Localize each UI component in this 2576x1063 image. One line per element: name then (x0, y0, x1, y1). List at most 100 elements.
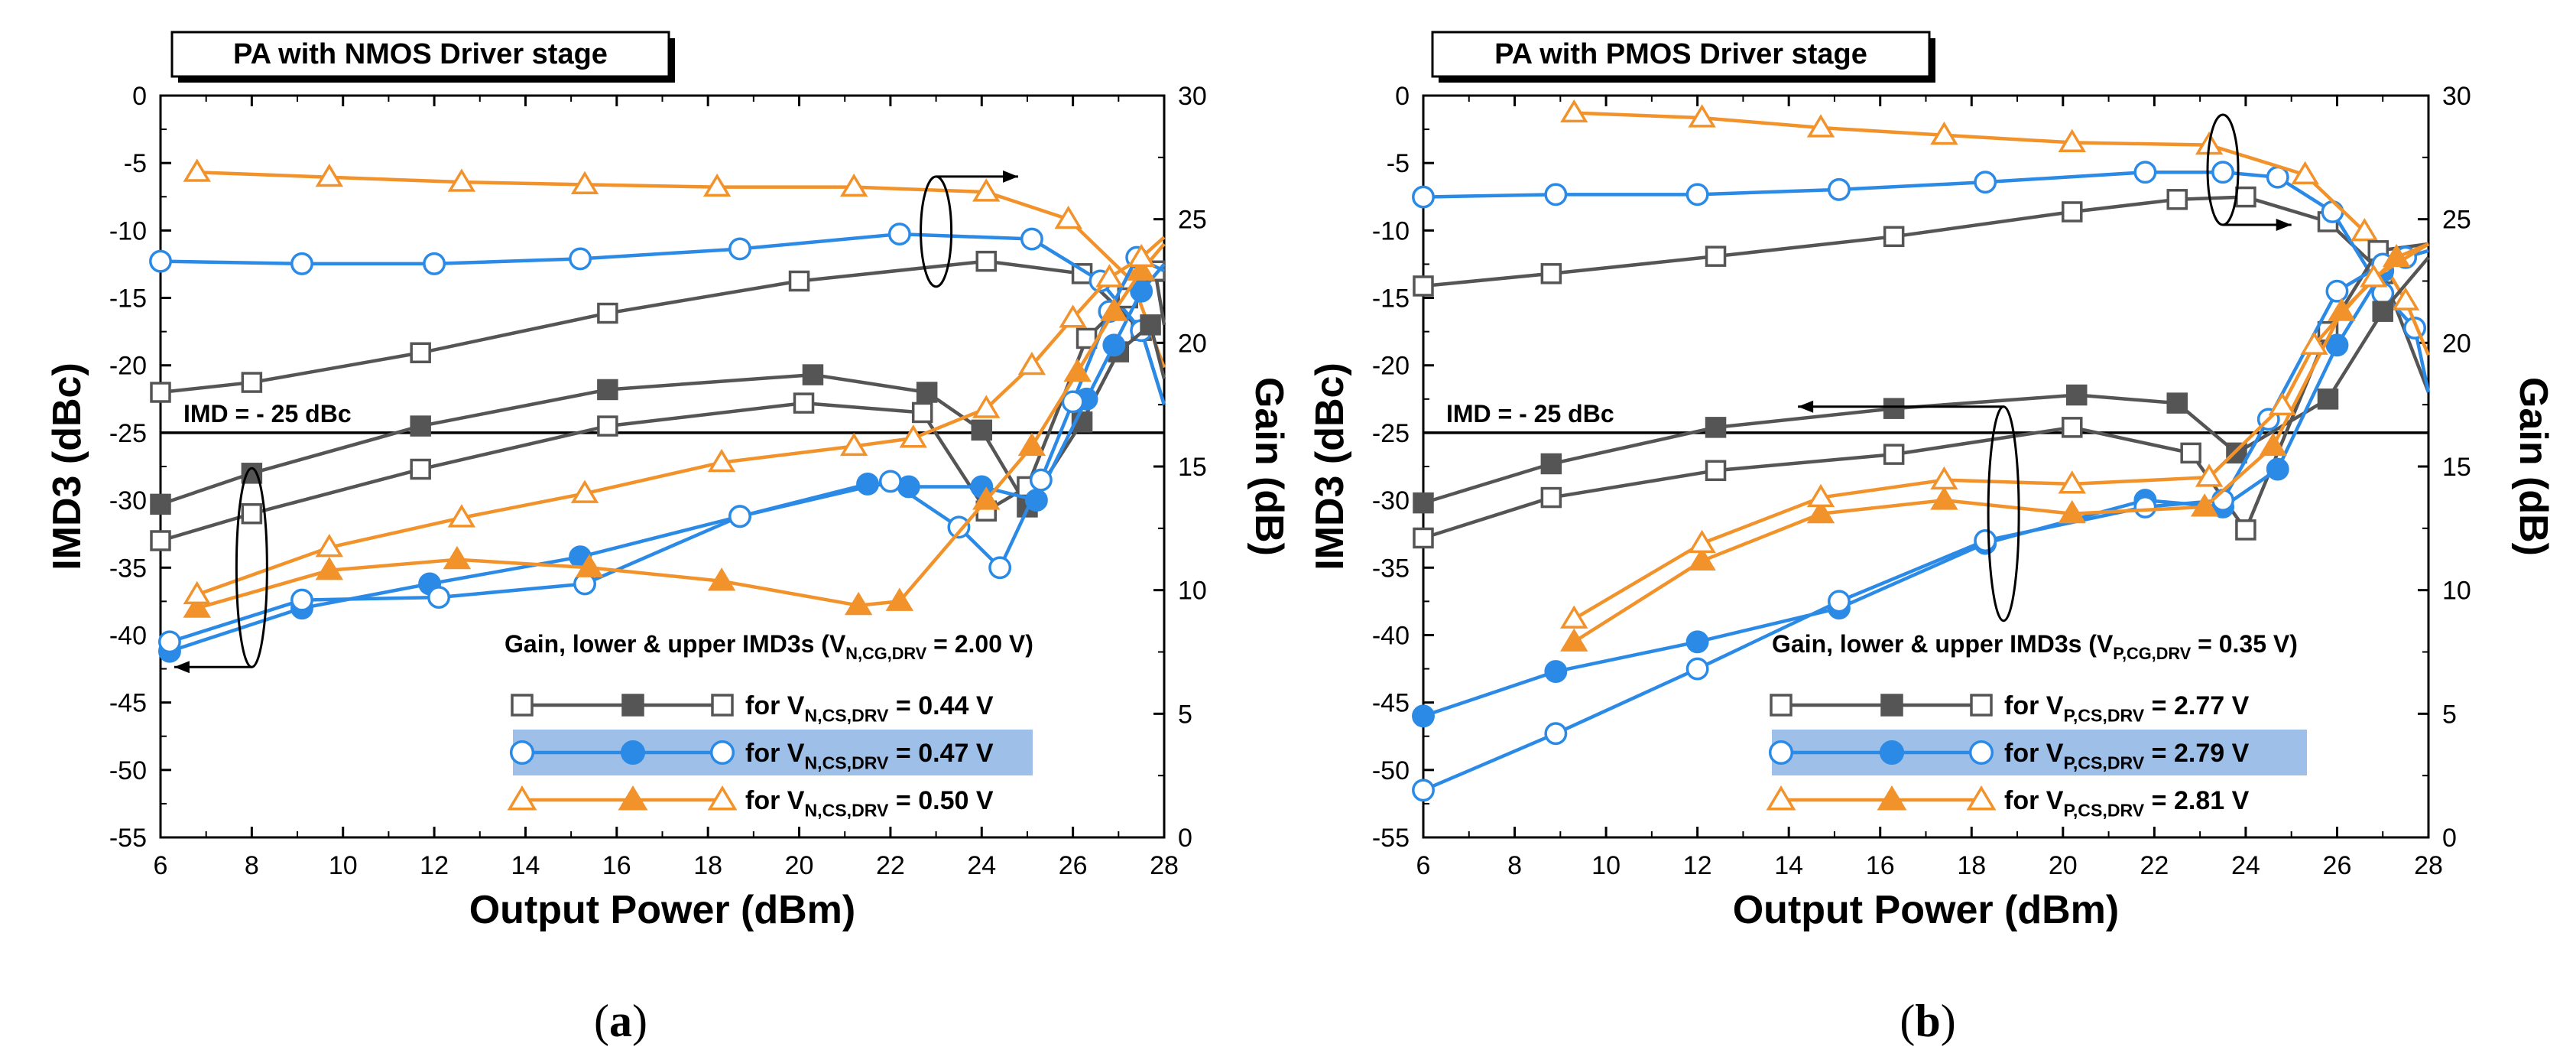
legend-label-subscript: N,CS,DRV (804, 706, 889, 726)
left-axis-arrow-head (1798, 400, 1814, 413)
y-tick-label: -25 (1372, 419, 1410, 448)
data-point (2321, 200, 2344, 223)
legend-label-subscript: N,CS,DRV (804, 753, 889, 773)
data-point (570, 479, 599, 503)
data-point (988, 556, 1012, 580)
data-point (1827, 590, 1851, 613)
data-point (971, 419, 993, 441)
data-point (241, 372, 263, 393)
data-point (1029, 468, 1053, 492)
data-point (972, 395, 1001, 418)
data-point (1100, 297, 1128, 321)
x-tick-label: 8 (245, 851, 259, 880)
panel-label-letter: a (609, 996, 632, 1046)
left-axis-arrow-head (174, 661, 190, 674)
data-point (2190, 493, 2219, 517)
x-tick-label: 28 (1150, 851, 1179, 880)
title-frame (170, 31, 670, 78)
data-point (972, 178, 1001, 202)
x-tick-label: 18 (693, 851, 722, 880)
legend-marker (707, 785, 738, 811)
data-point (1705, 417, 1727, 438)
chart-title-box: PA with NMOS Driver stage (170, 31, 675, 83)
data-point (575, 554, 604, 577)
legend-marker (621, 694, 644, 717)
data-point (150, 530, 171, 551)
data-point (1540, 263, 1562, 284)
data-point (241, 502, 263, 525)
y-tick-label: -55 (109, 824, 147, 853)
data-point (410, 342, 431, 364)
series-line (169, 255, 1165, 644)
y-tick-label: -15 (1372, 284, 1410, 314)
series (1560, 99, 2431, 356)
y2-tick-label: 25 (1178, 206, 1207, 235)
legend: Gain, lower & upper IMD3s (VP,CG,DRV = 0… (1766, 630, 2307, 821)
data-point (702, 173, 732, 197)
y-tick-label: -35 (1372, 554, 1410, 583)
x-tick-label: 26 (1059, 851, 1088, 880)
y2-tick-label: 30 (1178, 82, 1207, 111)
y-tick-label: 0 (132, 82, 147, 111)
data-point (2259, 432, 2287, 457)
legend-label: for VP,CS,DRV = 2.79 V (2004, 739, 2250, 773)
data-point (1974, 171, 1997, 194)
data-point (1930, 121, 1958, 145)
data-point (2180, 442, 2201, 464)
right-axis-arrow-head (2276, 219, 2292, 231)
data-point (2325, 279, 2349, 303)
data-point (447, 168, 476, 192)
data-point (183, 594, 211, 618)
y-axis-title: IMD3 (dBc) (1308, 362, 1352, 571)
legend-marker (511, 694, 534, 717)
data-point (1020, 227, 1043, 251)
data-point (1560, 99, 1588, 123)
y-tick-label: -45 (109, 689, 147, 718)
data-point (2317, 388, 2339, 410)
data-point (2166, 392, 2188, 414)
data-point (707, 567, 736, 591)
data-point (157, 630, 181, 654)
legend-marker (1968, 740, 1994, 766)
legend-label-text-tail: = 2.77 V (2144, 691, 2249, 720)
legend-title-subscript: P,CG,DRV (2113, 644, 2191, 663)
data-point (410, 415, 431, 437)
legend-label-text: for V (745, 691, 805, 720)
series (183, 158, 1166, 369)
legend-label-subscript: P,CS,DRV (2063, 706, 2144, 726)
data-point (315, 163, 344, 187)
data-point (1974, 529, 1997, 552)
data-point (728, 237, 751, 261)
panel-label-close: ) (1941, 996, 1956, 1046)
panel-label-letter: b (1915, 996, 1940, 1046)
data-point (2211, 161, 2234, 184)
legend-marker (1770, 694, 1792, 717)
data-point (2166, 189, 2188, 210)
data-point (1140, 314, 1161, 336)
data-point (1412, 704, 1435, 728)
data-point (149, 249, 172, 273)
data-point (1413, 275, 1434, 297)
data-point (1413, 527, 1434, 549)
x-tick-label: 22 (876, 851, 905, 880)
legend-title-text-tail: = 2.00 V) (926, 630, 1033, 658)
x-tick-label: 24 (2231, 851, 2260, 880)
data-point (793, 392, 815, 414)
legend-marker (1880, 694, 1903, 717)
series (1560, 242, 2429, 652)
x-tick-label: 28 (2414, 851, 2443, 880)
y-tick-label: -30 (109, 486, 147, 515)
data-point (2195, 463, 2224, 487)
legend-label-subscript: N,CS,DRV (804, 801, 889, 821)
series-line (1423, 242, 2429, 540)
legend: Gain, lower & upper IMD3s (VN,CG,DRV = 2… (504, 630, 1033, 821)
data-point (2266, 457, 2289, 481)
series (1412, 242, 2430, 802)
title-frame (1431, 31, 1931, 78)
y2-tick-label: 0 (2442, 824, 2457, 853)
reference-line-label: IMD = - 25 dBc (183, 400, 352, 427)
data-point (2062, 201, 2083, 223)
y-tick-label: -5 (124, 149, 147, 178)
y-tick-label: -30 (1372, 486, 1410, 515)
legend-marker (1970, 694, 1993, 717)
